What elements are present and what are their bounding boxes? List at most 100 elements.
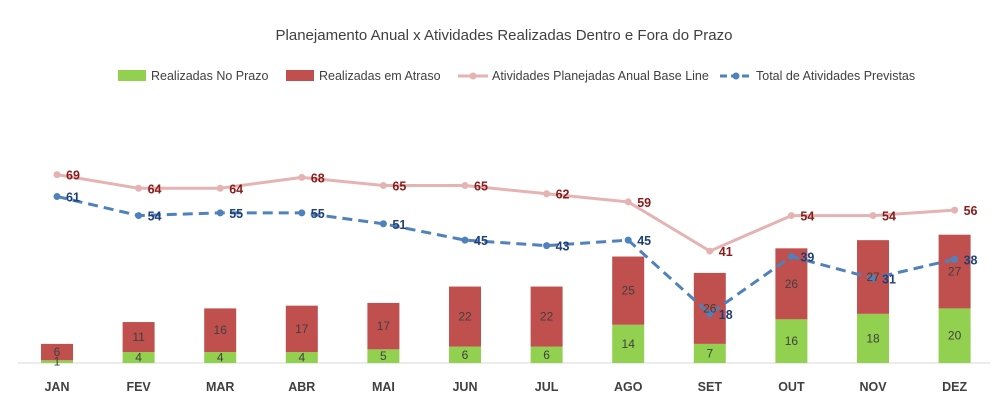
bar-label-no-prazo-mai: 5 bbox=[380, 349, 387, 363]
line-point-total-previstas-out bbox=[787, 253, 795, 261]
line-point-total-previstas-abr bbox=[298, 209, 306, 217]
legend-label-total-previstas: Total de Atividades Previstas bbox=[756, 69, 915, 83]
line-label-base-line-dez: 56 bbox=[964, 204, 978, 218]
bar-label-no-prazo-fev: 4 bbox=[135, 351, 142, 365]
x-tick-label-mar: MAR bbox=[206, 380, 234, 394]
x-tick-label-jul: JUL bbox=[535, 380, 559, 394]
bar-label-em-atraso-out: 26 bbox=[785, 277, 799, 291]
bar-em-atraso-set bbox=[693, 272, 726, 344]
legend-swatch-realizadas-em-atraso bbox=[286, 70, 314, 81]
line-label-total-previstas-mai: 51 bbox=[392, 218, 406, 232]
line-label-total-previstas-mar: 55 bbox=[229, 207, 243, 221]
bar-label-no-prazo-nov: 18 bbox=[866, 331, 880, 345]
line-point-total-previstas-ago bbox=[624, 236, 632, 244]
bar-em-atraso-out bbox=[775, 248, 808, 320]
bar-no-prazo-jul bbox=[530, 346, 563, 363]
line-point-base-line-ago bbox=[624, 198, 632, 206]
bar-no-prazo-set bbox=[693, 343, 726, 363]
line-point-base-line-fev bbox=[135, 184, 143, 192]
line-point-base-line-jan bbox=[53, 171, 61, 179]
bar-label-em-atraso-jun: 22 bbox=[458, 310, 472, 324]
line-label-total-previstas-jun: 45 bbox=[474, 234, 488, 248]
line-label-total-previstas-jan: 61 bbox=[66, 190, 80, 204]
bar-label-em-atraso-jul: 22 bbox=[540, 310, 554, 324]
bar-label-no-prazo-jun: 6 bbox=[462, 348, 469, 362]
line-point-base-line-set bbox=[706, 247, 714, 255]
labels-layer: 16 41141641751762262214257261626182720276… bbox=[54, 169, 978, 369]
line-point-base-line-mar bbox=[216, 184, 224, 192]
bars-layer bbox=[41, 234, 971, 363]
bar-label-no-prazo-jan: 1 bbox=[54, 355, 61, 369]
line-label-base-line-nov: 54 bbox=[882, 210, 896, 224]
x-tick-label-out: OUT bbox=[778, 380, 805, 394]
bar-em-atraso-ago bbox=[612, 256, 645, 325]
bar-em-atraso-mai bbox=[367, 302, 400, 350]
bar-em-atraso-mar bbox=[204, 308, 237, 353]
line-label-base-line-fev: 64 bbox=[148, 182, 162, 196]
bar-label-em-atraso-nov: 27 bbox=[866, 270, 880, 284]
line-point-base-line-out bbox=[787, 212, 795, 220]
bar-label-no-prazo-dez: 20 bbox=[948, 329, 962, 343]
bar-label-em-atraso-mar: 16 bbox=[214, 323, 228, 337]
line-label-total-previstas-jul: 43 bbox=[556, 240, 570, 254]
x-tick-label-ago: AGO bbox=[614, 380, 643, 394]
bar-no-prazo-jun bbox=[449, 346, 481, 363]
legend-marker-total-previstas bbox=[732, 72, 740, 80]
x-tick-label-jun: JUN bbox=[452, 380, 477, 394]
line-point-total-previstas-set bbox=[706, 310, 714, 318]
legend-label-realizadas-no-prazo: Realizadas No Prazo bbox=[151, 69, 268, 83]
line-point-total-previstas-fev bbox=[135, 212, 143, 220]
line-point-total-previstas-mar bbox=[216, 209, 224, 217]
x-tick-label-mai: MAI bbox=[372, 380, 395, 394]
line-point-total-previstas-jun bbox=[461, 236, 469, 244]
line-point-base-line-dez bbox=[951, 206, 959, 214]
line-label-base-line-jan: 69 bbox=[66, 169, 80, 183]
x-tick-label-set: SET bbox=[698, 380, 723, 394]
bar-no-prazo-jan bbox=[41, 360, 73, 363]
legend-marker-base-line bbox=[469, 72, 477, 80]
line-label-base-line-ago: 59 bbox=[637, 196, 651, 210]
x-tick-label-jan: JAN bbox=[44, 380, 69, 394]
line-label-total-previstas-set: 18 bbox=[719, 308, 733, 322]
bar-label-em-atraso-fev: 11 bbox=[132, 330, 145, 344]
bar-label-no-prazo-set: 7 bbox=[706, 346, 713, 360]
bar-label-em-atraso-mai: 17 bbox=[377, 319, 391, 333]
line-point-base-line-abr bbox=[298, 173, 306, 181]
bar-label-em-atraso-dez: 27 bbox=[948, 265, 962, 279]
bar-no-prazo-dez bbox=[938, 308, 971, 363]
bar-no-prazo-nov bbox=[857, 313, 889, 363]
line-label-base-line-jul: 62 bbox=[556, 188, 570, 202]
lines-layer bbox=[53, 171, 959, 318]
bar-label-em-atraso-jan: 6 bbox=[54, 345, 61, 359]
x-tick-label-abr: ABR bbox=[288, 380, 315, 394]
bar-em-atraso-dez bbox=[938, 234, 971, 309]
bar-label-em-atraso-ago: 25 bbox=[622, 284, 636, 298]
legend-label-base-line: Atividades Planejadas Anual Base Line bbox=[492, 69, 709, 83]
bar-em-atraso-abr bbox=[285, 305, 318, 353]
bar-no-prazo-mai bbox=[367, 349, 400, 363]
line-point-base-line-nov bbox=[869, 212, 877, 220]
line-total-previstas bbox=[56, 195, 955, 316]
bar-em-atraso-jun bbox=[449, 286, 481, 347]
line-label-total-previstas-ago: 45 bbox=[637, 234, 651, 248]
line-point-total-previstas-jan bbox=[53, 192, 61, 200]
bar-label-no-prazo-mar: 4 bbox=[217, 351, 224, 365]
line-point-total-previstas-mai bbox=[379, 220, 387, 228]
line-point-base-line-mai bbox=[379, 182, 387, 190]
x-tick-label-fev: FEV bbox=[126, 380, 151, 394]
bar-label-no-prazo-jul: 6 bbox=[543, 348, 550, 362]
bar-no-prazo-ago bbox=[612, 324, 645, 363]
legend-label-realizadas-em-atraso: Realizadas em Atraso bbox=[319, 69, 441, 83]
line-point-total-previstas-nov bbox=[869, 274, 877, 282]
line-label-total-previstas-dez: 38 bbox=[964, 253, 978, 267]
x-tick-label-nov: NOV bbox=[859, 380, 887, 394]
bar-em-atraso-jul bbox=[530, 286, 563, 347]
bar-no-prazo-abr bbox=[285, 352, 318, 363]
bar-label-no-prazo-ago: 14 bbox=[622, 337, 636, 351]
bar-label-no-prazo-abr: 4 bbox=[298, 351, 305, 365]
line-label-total-previstas-out: 39 bbox=[800, 251, 814, 265]
line-point-base-line-jun bbox=[461, 182, 469, 190]
line-point-total-previstas-dez bbox=[951, 255, 959, 263]
